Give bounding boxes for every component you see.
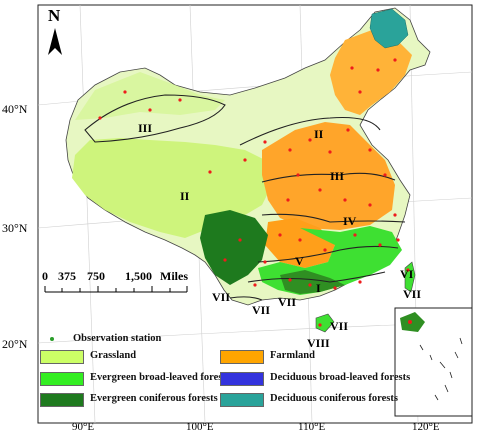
evergreen-coniferous-south xyxy=(280,270,345,294)
legend-label-evergreen-broadleaf: Evergreen broad-leaved forests xyxy=(90,372,230,383)
north-arrow-icon xyxy=(48,28,62,55)
zone-label-ii-west: II xyxy=(180,189,190,203)
north-arrow-label: N xyxy=(48,6,61,25)
zone-boundaries xyxy=(84,94,406,301)
zone-label-vii-4: VII xyxy=(403,287,422,301)
zone-label-iii-east: III xyxy=(330,169,345,183)
zone-label-ii-north: II xyxy=(314,127,324,141)
lon-label-90e: 90°E xyxy=(72,421,95,433)
grassland-north xyxy=(75,72,225,120)
deciduous-coniferous-northeast xyxy=(369,8,409,49)
scale-tick-375: 375 xyxy=(58,269,76,283)
legend-swatch-farmland xyxy=(220,350,264,364)
legend-label-deciduous-broadleaf: Deciduous broad-leaved forests xyxy=(270,372,411,383)
legend-label-farmland: Farmland xyxy=(270,350,315,361)
zone-label-iii-west: III xyxy=(138,121,153,135)
lat-label-30n: 30°N xyxy=(2,221,28,235)
zone-label-vii-2: VII xyxy=(252,303,271,317)
legend-label-deciduous-coniferous: Deciduous coniferous forests xyxy=(270,393,398,404)
map-frame xyxy=(37,4,473,424)
hainan-island xyxy=(315,313,335,333)
lat-label-20n: 20°N xyxy=(2,337,28,351)
farmland-north-plain xyxy=(262,122,395,230)
legend-swatch-deciduous-broadleaf xyxy=(220,372,264,386)
lon-label-110e: 110°E xyxy=(298,421,326,433)
legend-swatch-evergreen-coniferous xyxy=(40,393,84,407)
zone-label-viii: VIII xyxy=(307,336,330,350)
lon-label-120e: 120°E xyxy=(412,421,440,433)
lat-label-40n: 40°N xyxy=(2,102,28,116)
legend-swatch-evergreen-broadleaf xyxy=(40,372,84,386)
observation-stations xyxy=(98,58,410,327)
zone-label-i: I xyxy=(316,281,321,295)
scale-tick-1500: 1,500 xyxy=(125,269,152,283)
zone-label-iv: IV xyxy=(343,214,357,228)
legend-swatch-grassland xyxy=(40,350,84,364)
zone-label-v: V xyxy=(295,254,304,268)
zone-label-vii-5: VII xyxy=(330,319,349,333)
legend-station-label: Observation station xyxy=(73,333,162,344)
legend-swatch-deciduous-coniferous xyxy=(220,393,264,407)
zone-label-vi: VI xyxy=(400,267,414,281)
farmland-northeast xyxy=(330,30,412,115)
scale-unit: Miles xyxy=(160,269,188,283)
legend-station-dot-icon xyxy=(50,337,54,341)
legend-label-evergreen-coniferous: Evergreen coniferous forests xyxy=(90,393,218,404)
legend-label-grassland: Grassland xyxy=(90,350,137,361)
zone-label-vii-3: VII xyxy=(278,295,297,309)
lon-label-100e: 100°E xyxy=(186,421,214,433)
scale-bar xyxy=(44,286,188,293)
zone-label-vii-1: VII xyxy=(212,290,231,304)
evergreen-coniferous-southwest xyxy=(200,210,268,285)
scale-tick-750: 750 xyxy=(87,269,105,283)
south-china-sea-inset xyxy=(394,307,473,417)
scale-tick-0: 0 xyxy=(42,269,48,283)
